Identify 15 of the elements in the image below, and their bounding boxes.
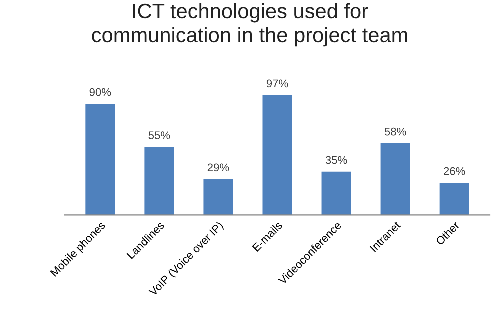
data-label: 90% <box>90 88 112 96</box>
bar <box>440 183 470 216</box>
data-label: 97% <box>266 80 288 88</box>
bar <box>144 147 174 216</box>
data-label: 35% <box>326 156 348 164</box>
data-label: 26% <box>444 167 466 176</box>
bar <box>322 172 352 216</box>
data-label: 55% <box>148 132 170 140</box>
bar <box>86 104 116 216</box>
bar <box>204 179 234 216</box>
data-label: 29% <box>208 164 230 172</box>
chart-title: ICT technologies used for communication in the project team <box>92 3 408 47</box>
data-label: 58% <box>384 128 406 136</box>
bar <box>262 95 292 216</box>
bar <box>380 144 410 216</box>
